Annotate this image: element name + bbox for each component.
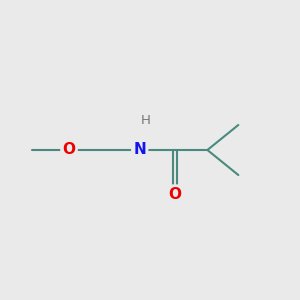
- Text: N: N: [133, 142, 146, 158]
- Text: H: H: [141, 114, 151, 127]
- Text: O: O: [169, 187, 182, 202]
- Text: O: O: [62, 142, 76, 158]
